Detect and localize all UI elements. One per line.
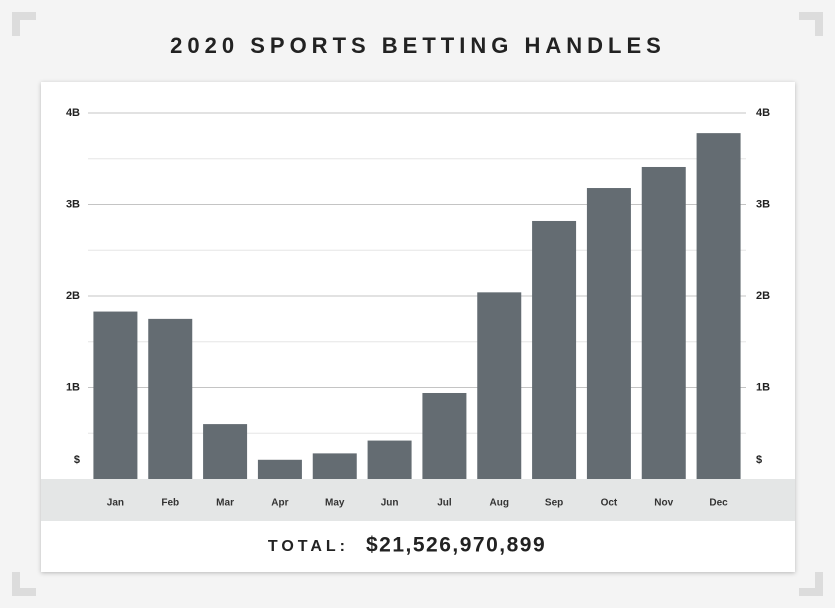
x-tick-label: Feb [161,498,179,509]
bar [203,424,248,479]
bar [148,318,193,479]
x-tick-label: Dec [709,498,728,509]
total-label: TOTAL: [268,538,349,555]
chart-title: 2020 SPORTS BETTING HANDLES [170,33,666,58]
bar [312,453,357,479]
x-tick-label: May [325,498,345,509]
y-tick-label: 3B [66,198,80,210]
bar [422,392,467,479]
x-tick-label: Oct [601,498,618,509]
x-tick-label: Mar [216,498,234,509]
x-tick-label: Aug [490,498,509,509]
x-tick-label: Jul [437,498,452,509]
category-band [41,479,795,521]
bar [532,220,577,479]
y-tick-label-right: 4B [756,107,770,119]
x-tick-label: Jan [107,498,124,509]
corner-brackets [12,12,823,596]
y-tick-label-right: $ [756,454,762,466]
bar [641,166,686,480]
x-tick-label: Apr [271,498,288,509]
bar [586,188,631,479]
y-tick-label: 4B [66,107,80,119]
bar [367,440,412,479]
x-tick-label: Nov [654,498,673,509]
x-tick-label: Jun [381,498,399,509]
y-tick-label-right: 2B [756,290,770,302]
total-value: $21,526,970,899 [366,534,546,557]
bar [257,459,302,479]
y-tick-label: 1B [66,381,80,393]
y-tick-label-right: 1B [756,381,770,393]
bar [93,311,138,479]
y-tick-label: $ [74,454,80,466]
y-tick-label: 2B [66,290,80,302]
x-tick-label: Sep [545,498,563,509]
bar [696,133,741,479]
y-tick-label-right: 3B [756,198,770,210]
bar [477,292,522,479]
